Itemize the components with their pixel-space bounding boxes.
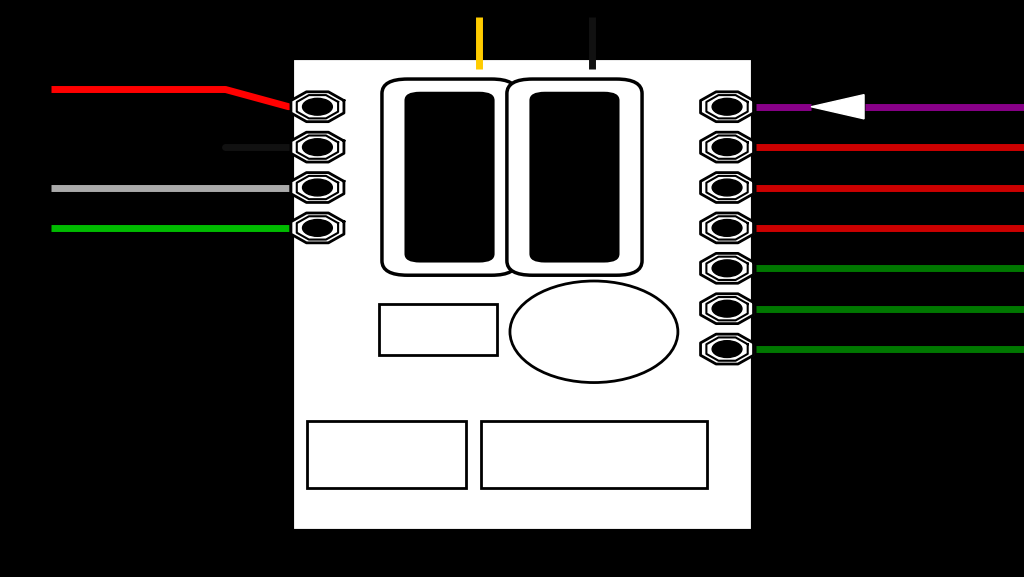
Circle shape (712, 300, 742, 317)
Circle shape (712, 219, 742, 237)
Bar (481, 421, 707, 488)
Polygon shape (297, 136, 338, 159)
Polygon shape (707, 338, 748, 361)
Polygon shape (700, 173, 754, 203)
Polygon shape (297, 176, 338, 199)
FancyBboxPatch shape (404, 92, 495, 263)
Polygon shape (707, 257, 748, 280)
Bar (379, 304, 497, 355)
Circle shape (302, 219, 333, 237)
Circle shape (712, 340, 742, 358)
FancyBboxPatch shape (529, 92, 620, 263)
Circle shape (712, 98, 742, 115)
Polygon shape (707, 216, 748, 239)
Polygon shape (811, 95, 864, 119)
Polygon shape (707, 136, 748, 159)
Polygon shape (297, 216, 338, 239)
Polygon shape (707, 297, 748, 320)
Polygon shape (291, 92, 344, 122)
Polygon shape (291, 213, 344, 243)
Polygon shape (700, 213, 754, 243)
Polygon shape (700, 132, 754, 162)
Polygon shape (700, 253, 754, 283)
FancyBboxPatch shape (507, 79, 642, 275)
Circle shape (712, 138, 742, 156)
Polygon shape (291, 173, 344, 203)
Circle shape (302, 138, 333, 156)
Circle shape (302, 98, 333, 115)
Circle shape (712, 179, 742, 196)
Polygon shape (291, 132, 344, 162)
Ellipse shape (510, 281, 678, 383)
Bar (307, 421, 466, 488)
FancyBboxPatch shape (382, 79, 517, 275)
Polygon shape (700, 92, 754, 122)
Polygon shape (707, 176, 748, 199)
Circle shape (302, 179, 333, 196)
Circle shape (712, 260, 742, 277)
Bar (292, 58, 753, 531)
Polygon shape (297, 95, 338, 118)
Polygon shape (700, 294, 754, 324)
Polygon shape (707, 95, 748, 118)
Polygon shape (700, 334, 754, 364)
